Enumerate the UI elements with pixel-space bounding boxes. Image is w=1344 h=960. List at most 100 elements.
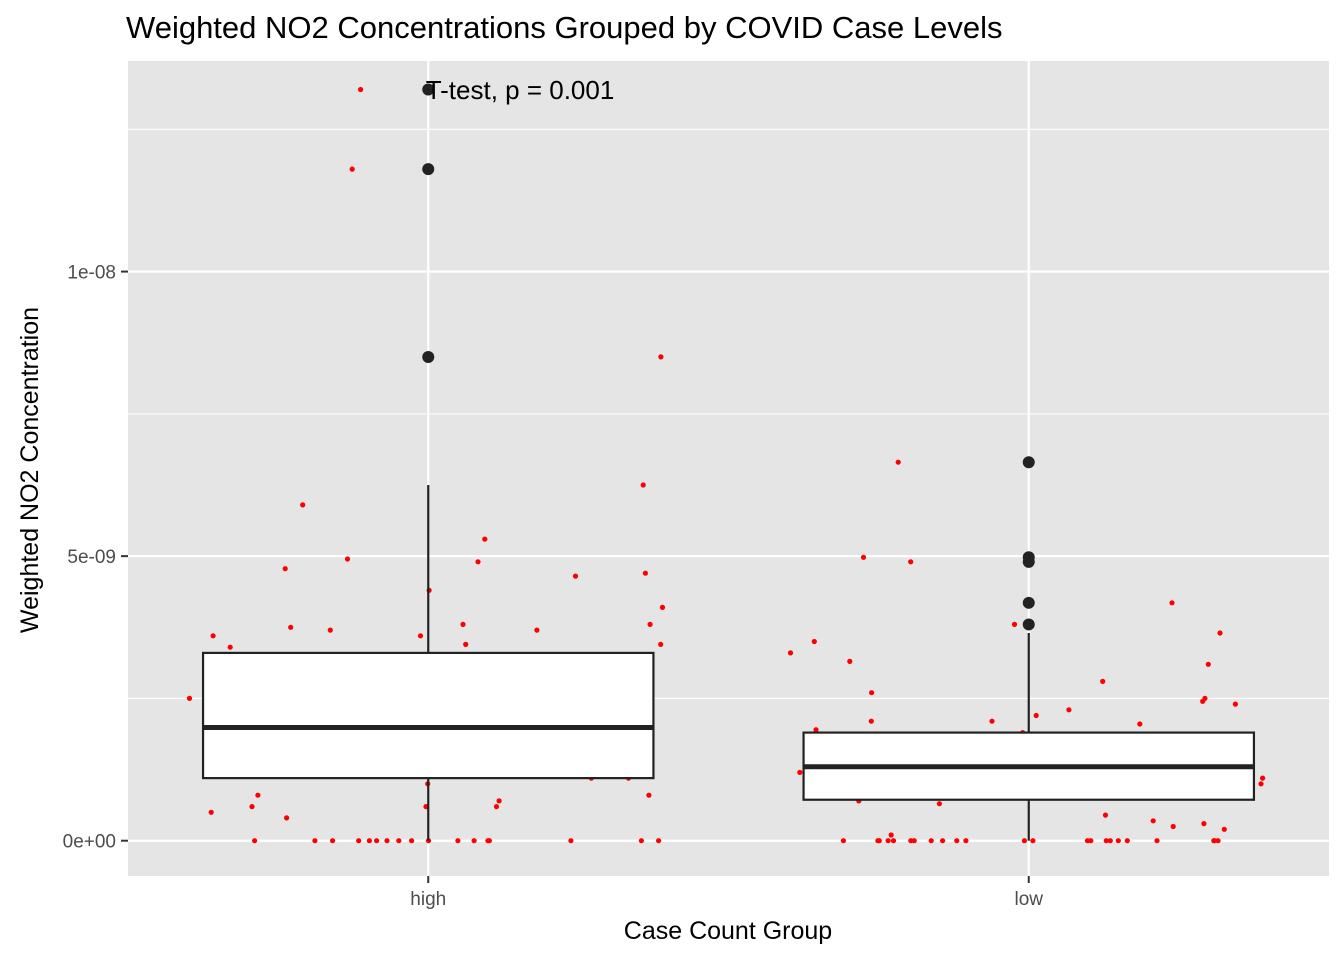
jitter-point xyxy=(640,482,646,488)
jitter-point xyxy=(1084,838,1091,844)
jitter-point xyxy=(300,502,306,508)
jitter-point xyxy=(249,804,255,810)
jitter-point xyxy=(658,641,664,648)
jitter-point xyxy=(1258,781,1264,787)
outlier-point xyxy=(422,83,435,96)
outlier-point xyxy=(422,163,435,176)
t-test-annotation: T-test, p = 0.001 xyxy=(426,75,615,105)
jitter-point xyxy=(936,801,943,807)
jitter-point xyxy=(572,573,579,579)
jitter-point xyxy=(1221,826,1227,832)
jitter-point xyxy=(1011,621,1018,628)
outlier-point xyxy=(1022,618,1035,631)
jitter-point xyxy=(963,838,969,844)
jitter-point xyxy=(284,815,290,821)
jitter-point xyxy=(647,621,653,628)
y-axis-title: Weighted NO2 Concentration xyxy=(16,307,44,633)
jitter-point xyxy=(908,838,914,844)
jitter-point xyxy=(486,838,492,844)
jitter-point xyxy=(471,838,477,844)
outlier-point xyxy=(422,350,435,363)
jitter-point xyxy=(455,838,461,844)
jitter-point xyxy=(840,838,847,844)
jitter-point xyxy=(1154,838,1160,844)
jitter-point xyxy=(638,838,645,844)
jitter-point xyxy=(1137,721,1143,727)
jitter-point xyxy=(1211,838,1217,844)
jitter-point xyxy=(496,798,502,804)
jitter-point xyxy=(989,718,995,724)
jitter-point xyxy=(860,554,867,560)
box-high xyxy=(201,83,655,841)
chart-title: Weighted NO2 Concentrations Grouped by C… xyxy=(126,10,1002,45)
jitter-point xyxy=(344,556,351,562)
jitter-point xyxy=(460,621,466,628)
jitter-point xyxy=(1169,600,1175,606)
jitter-point xyxy=(940,838,946,844)
jitter-point xyxy=(1115,838,1121,844)
jitter-point xyxy=(1170,823,1176,830)
jitter-point xyxy=(475,559,481,565)
jitter-point xyxy=(1232,701,1238,707)
jitter-point xyxy=(1103,838,1109,844)
jitter-point xyxy=(658,354,664,360)
jitter-point xyxy=(374,838,380,844)
jitter-point xyxy=(208,809,214,815)
jitter-point xyxy=(534,627,540,633)
jitter-point xyxy=(1100,678,1106,685)
jitter-point xyxy=(227,644,233,650)
jitter-point xyxy=(1215,838,1221,844)
outlier-point xyxy=(1022,596,1035,609)
y-tick-label: 5e-09 xyxy=(67,547,116,568)
jitter-point xyxy=(1217,630,1223,636)
jitter-point xyxy=(417,633,424,639)
jitter-point xyxy=(396,838,402,844)
jitter-point xyxy=(659,604,666,611)
box-iqr xyxy=(201,651,655,780)
jitter-point xyxy=(813,727,819,733)
jitter-point xyxy=(1102,812,1109,818)
jitter-point xyxy=(186,695,193,702)
boxes xyxy=(201,83,1256,841)
jitter-point xyxy=(288,624,294,630)
jitter-point xyxy=(797,769,803,776)
x-tick-label: high xyxy=(410,889,446,910)
jitter-point xyxy=(890,838,897,844)
jitter-point xyxy=(255,792,261,798)
jitter-point xyxy=(868,718,874,724)
box-low xyxy=(802,456,1256,841)
jitter-point xyxy=(252,838,258,844)
jitter-point xyxy=(366,838,372,844)
jitter-point xyxy=(358,86,364,93)
jitter-point xyxy=(954,838,960,844)
jitter-point xyxy=(787,650,794,656)
jitter-point xyxy=(875,838,881,844)
jitter-point xyxy=(646,792,652,798)
axes: 0e+00 5e-09 1e-08 high low xyxy=(63,263,1044,910)
jitter-point xyxy=(847,658,853,665)
y-tick-label: 1e-08 xyxy=(67,263,116,284)
jitter-point xyxy=(1107,838,1113,844)
jitter-point xyxy=(656,838,662,844)
outlier-point xyxy=(1022,551,1035,564)
jitter-point xyxy=(409,838,415,844)
jitter-point xyxy=(1202,695,1208,702)
jitter-point xyxy=(885,838,891,844)
jitter-point xyxy=(888,832,894,838)
jitter-point xyxy=(1066,707,1072,713)
jitter-point xyxy=(210,633,216,639)
jitter-point xyxy=(312,838,318,844)
jitter-point xyxy=(327,627,333,633)
x-axis-title: Case Count Group xyxy=(624,917,832,945)
jitter-point xyxy=(1030,838,1036,844)
jitter-point xyxy=(1150,818,1156,824)
jitter-point xyxy=(1021,838,1027,844)
jitter-point xyxy=(330,838,336,844)
jitter-point xyxy=(811,638,817,645)
jitter-point xyxy=(384,838,390,844)
jitter-point xyxy=(869,690,875,696)
jitter-point xyxy=(928,838,934,844)
jitter-point xyxy=(1205,661,1211,667)
x-tick-label: low xyxy=(1014,889,1043,910)
